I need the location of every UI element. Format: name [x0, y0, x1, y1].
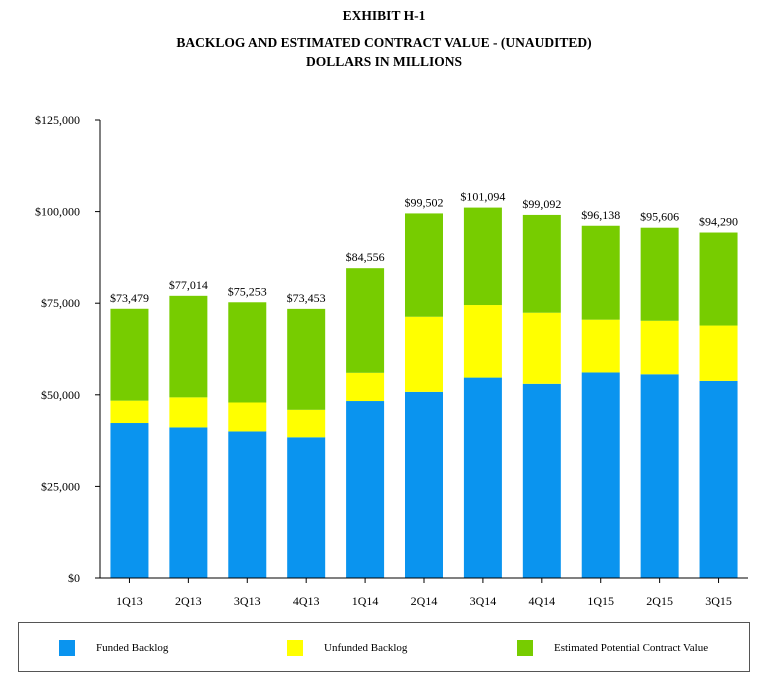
chart-title: BACKLOG AND ESTIMATED CONTRACT VALUE - (… — [176, 35, 592, 50]
bar-segment-funded — [110, 423, 149, 578]
y-tick-label: $75,000 — [41, 296, 80, 310]
bar-segment-funded — [287, 437, 326, 578]
chart-legend: Funded Backlog Unfunded Backlog Estimate… — [18, 622, 750, 672]
bar-segment-estimated — [699, 232, 738, 326]
legend-label-unfunded: Unfunded Backlog — [324, 642, 408, 654]
x-tick-label: 1Q14 — [352, 594, 379, 608]
x-tick-label: 3Q14 — [470, 594, 497, 608]
legend-label-funded: Funded Backlog — [96, 642, 169, 654]
bar-segment-funded — [699, 380, 738, 578]
bar-segment-funded — [463, 377, 502, 578]
bar-total-label: $94,290 — [699, 215, 738, 229]
x-tick-label: 1Q15 — [587, 594, 614, 608]
bar-segment-unfunded — [522, 312, 561, 384]
bar-segment-estimated — [405, 213, 443, 317]
legend-label-estimated: Estimated Potential Contract Value — [554, 642, 709, 654]
bar-segment-estimated — [581, 225, 620, 320]
bar-segment-estimated — [346, 268, 385, 373]
y-tick-label: $100,000 — [35, 205, 80, 219]
bar-total-label: $75,253 — [228, 284, 267, 298]
legend-swatch-unfunded — [287, 640, 303, 656]
bar-segment-estimated — [110, 308, 149, 401]
x-tick-label: 3Q13 — [234, 594, 261, 608]
legend-swatch-estimated — [517, 640, 533, 656]
legend-swatch-funded — [59, 640, 75, 656]
bar-segment-funded — [640, 374, 679, 578]
y-tick-label: $125,000 — [35, 113, 80, 127]
x-tick-label: 4Q13 — [293, 594, 320, 608]
bar-total-label: $73,479 — [110, 291, 149, 305]
bar-total-label: $73,453 — [287, 291, 326, 305]
bar-total-label: $99,502 — [405, 195, 444, 209]
bar-segment-unfunded — [581, 319, 620, 373]
bar-total-label: $77,014 — [169, 278, 208, 292]
x-tick-label: 2Q13 — [175, 594, 202, 608]
y-tick-label: $25,000 — [41, 479, 80, 493]
bar-segment-unfunded — [640, 320, 679, 375]
bar-segment-estimated — [169, 295, 208, 398]
bar-segment-unfunded — [169, 397, 208, 428]
chart-header: EXHIBIT H-1 BACKLOG AND ESTIMATED CONTRA… — [0, 6, 768, 71]
x-tick-label: 2Q15 — [646, 594, 673, 608]
chart-subtitle: DOLLARS IN MILLIONS — [305, 54, 463, 69]
bar-segment-estimated — [228, 302, 267, 403]
bar-segment-funded — [405, 391, 443, 578]
bar-segment-estimated — [640, 227, 679, 321]
legend-item-funded: Funded Backlog — [59, 640, 168, 656]
bar-segment-funded — [581, 372, 620, 578]
bar-segment-unfunded — [346, 372, 385, 402]
x-tick-label: 1Q13 — [116, 594, 143, 608]
bar-total-label: $84,556 — [346, 250, 385, 264]
x-tick-label: 3Q15 — [705, 594, 732, 608]
bar-segment-funded — [228, 431, 267, 578]
bar-total-label: $96,138 — [581, 208, 620, 222]
legend-item-unfunded: Unfunded Backlog — [287, 640, 407, 656]
bar-segment-funded — [522, 383, 561, 578]
bar-segment-funded — [346, 401, 385, 578]
bar-segment-funded — [169, 427, 208, 578]
bar-segment-unfunded — [405, 316, 443, 392]
bar-segment-estimated — [522, 214, 561, 313]
x-tick-label: 4Q14 — [528, 594, 555, 608]
bar-total-label: $99,092 — [522, 197, 561, 211]
y-tick-label: $50,000 — [41, 388, 80, 402]
bar-segment-unfunded — [699, 325, 738, 381]
bar-segment-unfunded — [228, 402, 267, 432]
bar-total-label: $101,094 — [460, 190, 505, 204]
x-tick-label: 2Q14 — [411, 594, 438, 608]
legend-item-estimated: Estimated Potential Contract Value — [517, 640, 708, 656]
bar-segment-estimated — [463, 207, 502, 306]
bar-segment-unfunded — [287, 409, 326, 438]
stacked-bar-chart: $0 $25,000 $50,000 $75,000 $100,000 $125,000 $… — [35, 113, 748, 608]
bar-segment-estimated — [287, 308, 326, 410]
bar-segment-unfunded — [463, 305, 502, 378]
bar-total-label: $95,606 — [640, 210, 679, 224]
exhibit-label: EXHIBIT H-1 — [342, 8, 426, 23]
bar-segment-unfunded — [110, 400, 149, 424]
y-tick-label: $0 — [68, 571, 80, 585]
